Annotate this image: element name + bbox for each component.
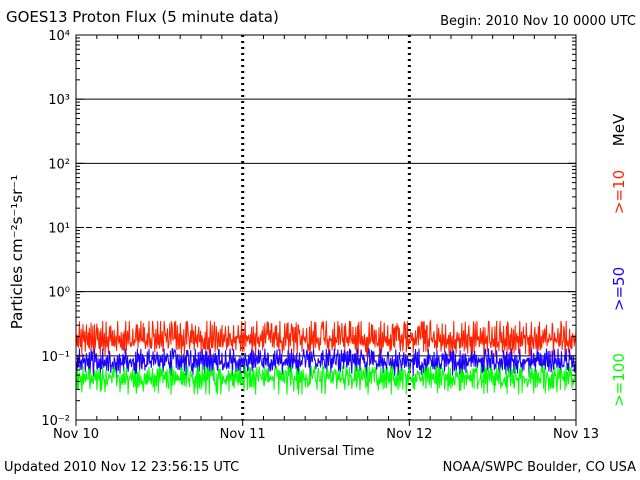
- series-line-0: [75, 319, 577, 358]
- credit: NOAA/SWPC Boulder, CO USA: [442, 460, 636, 475]
- grid: [76, 35, 576, 420]
- x-tick-label: Nov 11: [220, 427, 266, 442]
- y-tick-label: 10³: [48, 93, 70, 108]
- begin-time: Begin: 2010 Nov 10 0000 UTC: [440, 14, 636, 29]
- legend-units: MeV: [610, 113, 628, 146]
- series-line-2: [75, 364, 577, 395]
- legend-series-10: >=10: [610, 170, 628, 214]
- y-tick-label: 10⁰: [48, 286, 70, 301]
- x-tick-label: Nov 10: [53, 427, 99, 442]
- y-tick-label: 10⁻¹: [41, 350, 70, 365]
- y-tick-label: 10⁻²: [41, 414, 70, 429]
- x-axis-label: Universal Time: [278, 444, 375, 459]
- updated-time: Updated 2010 Nov 12 23:56:15 UTC: [4, 460, 240, 475]
- ticks: 10⁻² 10⁻¹ 10⁰ 10¹ 10² 10³ 10⁴ Nov 10 Nov 11 Nov 1…: [41, 29, 599, 442]
- series-layer: [75, 319, 577, 395]
- legend-series-100: >=100: [610, 353, 628, 407]
- x-tick-label: Nov 13: [553, 427, 599, 442]
- y-tick-label: 10¹: [48, 222, 70, 237]
- chart-title: GOES13 Proton Flux (5 minute data): [6, 8, 279, 26]
- legend-series-50: >=50: [610, 267, 628, 311]
- x-tick-label: Nov 12: [386, 427, 432, 442]
- y-tick-label: 10⁴: [48, 29, 70, 44]
- y-tick-label: 10²: [48, 157, 70, 172]
- y-axis-label: Particles cm⁻²s⁻¹sr⁻¹: [8, 175, 26, 329]
